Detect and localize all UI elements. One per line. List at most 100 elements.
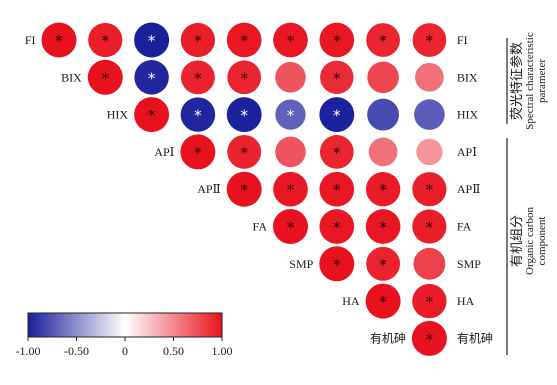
corr-cell-hix-var8 [414, 99, 445, 130]
corr-cell-ap-fa [273, 171, 308, 207]
significance-mark: * [102, 32, 110, 50]
row-label-ap: APⅠ [154, 145, 174, 159]
corr-cell-fi-fa [273, 22, 308, 58]
corr-cell-bix-var8 [415, 62, 444, 92]
corr-cell-smp-ha [366, 246, 401, 281]
col-label-var8: 有机砷 [457, 331, 493, 345]
corr-cell-bix-fa [275, 62, 306, 93]
significance-mark: * [287, 219, 295, 237]
column-labels: FI BIX HIX APⅠ APⅡ FA SMP HA 有机砷 [457, 33, 493, 345]
corr-cell-fi-ap [226, 22, 262, 58]
row-labels: FI BIX HIX APⅠ APⅡ FA SMP HA 有机砷 [25, 33, 406, 345]
corr-cell-hix-fa [275, 99, 306, 130]
significance-mark: * [287, 181, 295, 199]
significance-mark: * [194, 144, 202, 162]
group-annotations: 荧光特征参数 Spectral characteristic parameter… [506, 32, 548, 355]
corr-cell-ha-var8 [412, 283, 447, 319]
significance-mark: * [379, 32, 387, 50]
significance-mark: * [287, 32, 295, 50]
col-label-ap: APⅡ [457, 182, 481, 196]
corr-cell-hix-smp [319, 97, 355, 133]
significance-mark: * [426, 330, 434, 348]
corr-cell-ap-var8 [416, 138, 443, 166]
significance-mark: * [55, 32, 63, 50]
significance-mark: * [426, 219, 434, 237]
col-label-hix: HIX [457, 108, 479, 122]
colorbar-tick-label: 0.50 [163, 344, 184, 358]
corr-cell-ap-ap [226, 171, 262, 207]
corr-cell-fa-smp [319, 209, 355, 244]
significance-mark: * [148, 107, 156, 125]
colorbar-ticks: -1.00 -0.50 0 0.50 1.00 [16, 337, 233, 358]
significance-mark: * [102, 69, 110, 87]
row-label-ap: APⅡ [197, 182, 221, 196]
corr-cell-fa-var8 [412, 209, 447, 244]
significance-mark: * [148, 69, 156, 87]
group-spectral-cn: 荧光特征参数 [509, 42, 525, 120]
col-label-smp: SMP [457, 257, 481, 271]
corr-cell-ha-ha [365, 283, 401, 319]
significance-mark: * [240, 144, 248, 162]
colorbar-tick-label: 1.00 [212, 344, 233, 358]
correlation-cells: * * * * * * * * * * * * * * * * * * * * * * * * * * * * * * * * * * * * [41, 22, 447, 356]
significance-mark: * [287, 107, 295, 125]
significance-mark: * [379, 219, 387, 237]
corr-cell-ap-var8 [412, 172, 447, 207]
corr-cell-smp-smp [319, 246, 355, 282]
row-label-hix: HIX [107, 108, 129, 122]
significance-mark: * [333, 107, 341, 125]
colorbar-tick-label: -0.50 [64, 344, 89, 358]
significance-mark: * [426, 32, 434, 50]
corr-cell-bix-bix [87, 59, 123, 95]
corr-cell-smp-var8 [413, 247, 446, 280]
group-organic-en-1: Organic carbon [524, 207, 536, 275]
significance-mark: * [240, 69, 248, 87]
row-label-fi: FI [25, 33, 36, 47]
corr-cell-fi-hix [134, 22, 170, 58]
significance-mark: * [194, 32, 202, 50]
row-label-var8: 有机砷 [370, 331, 406, 345]
corr-cell-bix-ap [227, 60, 262, 95]
corr-cell-bix-ap [180, 60, 215, 95]
corr-cell-hix-hix [134, 97, 170, 133]
significance-mark: * [379, 181, 387, 199]
significance-mark: * [148, 32, 156, 50]
group-organic-cn: 有机组分 [510, 215, 525, 267]
significance-mark: * [240, 181, 248, 199]
corr-cell-bix-smp [320, 60, 354, 95]
significance-mark: * [333, 219, 341, 237]
col-label-fa: FA [457, 220, 472, 234]
group-spectral-en-2: parameter [536, 59, 548, 103]
corr-cell-bix-hix [134, 60, 169, 95]
group-organic-en-2: component [536, 217, 548, 266]
corr-cell-fi-ha [366, 23, 400, 57]
significance-mark: * [426, 293, 434, 311]
corr-cell-hix-ha [367, 98, 400, 131]
row-label-fa: FA [253, 220, 268, 234]
significance-mark: * [240, 32, 248, 50]
significance-mark: * [333, 32, 341, 50]
corr-cell-fi-smp [319, 22, 355, 58]
col-label-ap: APⅠ [457, 145, 477, 159]
significance-mark: * [240, 107, 248, 125]
corr-cell-ap-ap [180, 134, 216, 170]
corr-cell-hix-ap [226, 97, 262, 133]
corr-cell-ap-ha [365, 172, 401, 207]
colorbar-gradient [27, 312, 223, 338]
significance-mark: * [379, 293, 387, 311]
col-label-ha: HA [457, 294, 475, 308]
col-label-fi: FI [457, 33, 468, 47]
corr-cell-fi-var8 [412, 23, 447, 57]
significance-mark: * [333, 69, 341, 87]
colorbar-tick-label: -1.00 [16, 344, 41, 358]
row-label-bix: BIX [61, 70, 82, 84]
corr-cell-var8-var8 [411, 320, 447, 356]
corr-cell-fa-fa [273, 209, 308, 244]
significance-mark: * [333, 144, 341, 162]
row-label-smp: SMP [289, 257, 313, 271]
row-label-ha: HA [342, 294, 360, 308]
group-spectral-en-1: Spectral characteristic [524, 32, 536, 130]
significance-mark: * [333, 181, 341, 199]
significance-mark: * [333, 256, 341, 274]
